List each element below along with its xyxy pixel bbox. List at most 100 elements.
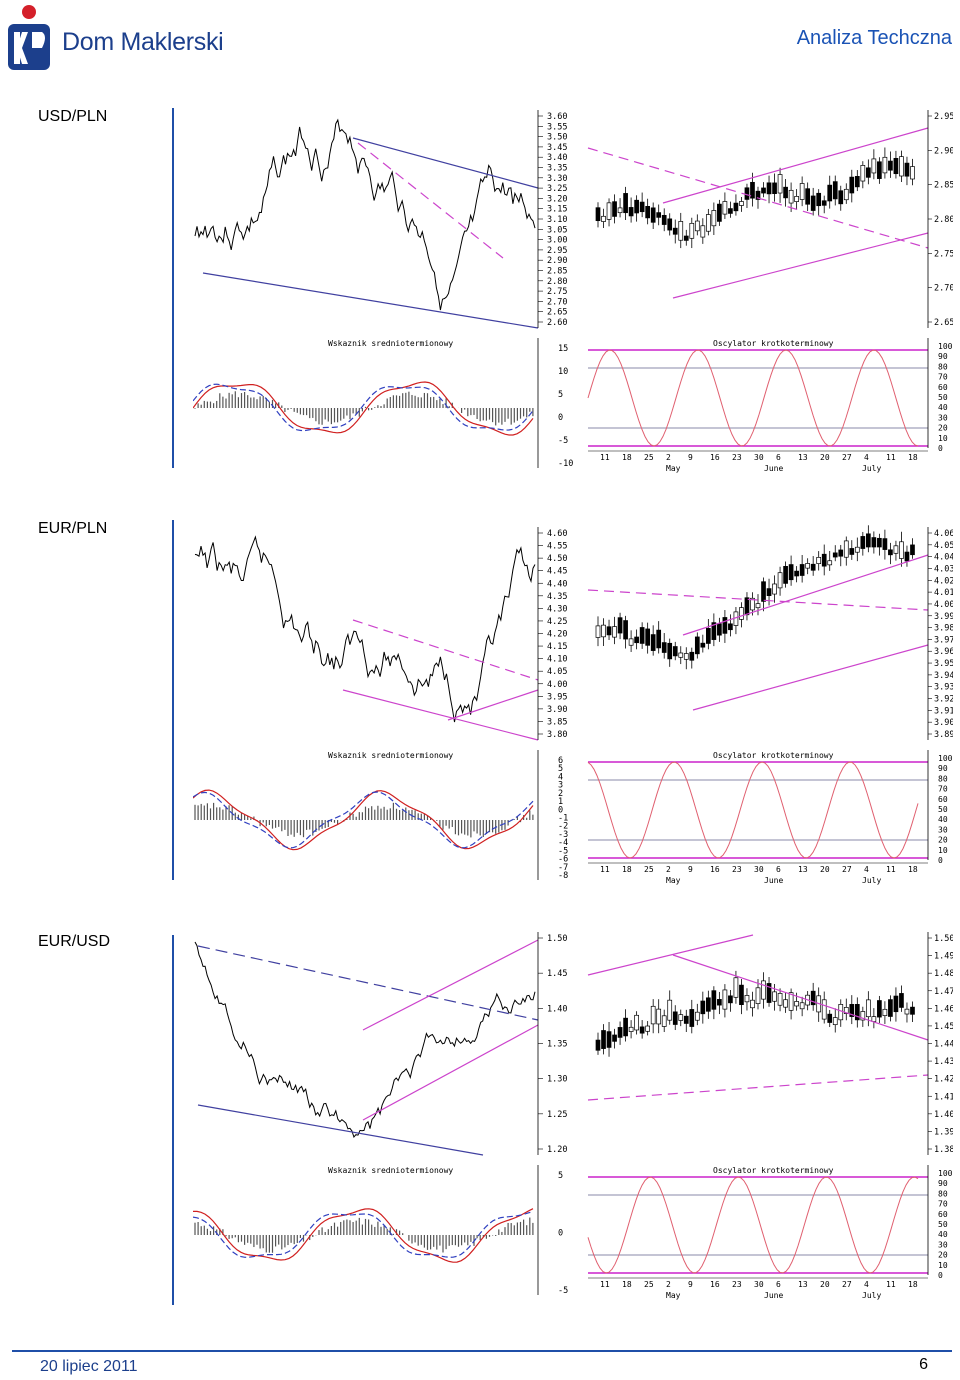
long-axis-label: 3.25 — [547, 184, 567, 194]
candle — [639, 201, 645, 213]
osc-axis-label: 20 — [938, 1251, 948, 1260]
candle — [772, 182, 777, 195]
candle — [761, 187, 766, 194]
osc-axis-label: 40 — [938, 815, 948, 824]
candle — [623, 193, 628, 214]
month-label: May — [666, 464, 681, 473]
short-axis-label: 1.44 — [934, 1040, 953, 1050]
candle — [821, 200, 827, 206]
candle — [744, 187, 750, 200]
candle — [910, 1006, 915, 1015]
short-axis-label: 2.75 — [934, 249, 953, 259]
date-tick-label: 27 — [842, 453, 852, 462]
candle — [772, 991, 777, 1002]
candle — [711, 622, 717, 640]
osc-axis-label: 100 — [938, 754, 953, 763]
long-axis-label: 4.60 — [547, 529, 567, 539]
candle — [805, 188, 811, 205]
macd-line — [192, 789, 534, 851]
trend-line — [352, 619, 539, 681]
section-divider — [172, 108, 174, 468]
candle — [838, 190, 844, 205]
candle — [843, 1007, 849, 1014]
candle — [617, 207, 623, 214]
oscillator-line — [587, 761, 919, 859]
macd-axis-label: 6 — [558, 756, 563, 766]
candle — [728, 623, 733, 631]
short-axis-label: 4.06 — [934, 529, 953, 539]
osc-axis-label: 90 — [938, 764, 948, 773]
osc-axis-label: 10 — [938, 846, 948, 855]
candle — [700, 225, 706, 238]
candle — [821, 999, 827, 1020]
date-tick-label: 11 — [600, 453, 610, 462]
short-axis-label: 2.85 — [934, 181, 953, 191]
long-axis-label: 3.00 — [547, 236, 567, 246]
date-tick-label: 16 — [710, 453, 720, 462]
macd-axis-label: -5 — [558, 436, 568, 446]
date-tick-label: 2 — [666, 1280, 671, 1289]
osc-axis-label: 80 — [938, 774, 948, 783]
candle — [705, 997, 711, 1012]
long-axis-label: 1.25 — [547, 1110, 567, 1120]
trend-line — [342, 689, 539, 741]
osc-axis-label: 10 — [938, 1261, 948, 1270]
candle — [888, 160, 893, 171]
macd-axis-label: 15 — [558, 344, 568, 354]
macd-axis-label: 0 — [558, 413, 563, 423]
date-tick-label: 11 — [886, 453, 896, 462]
date-tick-label: 6 — [776, 865, 781, 874]
candle — [661, 642, 667, 653]
candle — [672, 1011, 678, 1025]
short-axis-label: 1.39 — [934, 1127, 953, 1137]
oscillator-title: Oscylator krotkoterminowy — [713, 751, 834, 760]
date-tick-label: 18 — [622, 1280, 632, 1289]
candle — [661, 214, 667, 225]
osc-axis-label: 100 — [938, 1169, 953, 1178]
candle — [899, 541, 904, 559]
macd-axis-label: -1 — [558, 814, 568, 824]
candle — [689, 651, 695, 661]
candle — [661, 1015, 667, 1027]
date-tick-label: 23 — [732, 1280, 742, 1289]
candle — [639, 1026, 645, 1034]
macd-axis-label: -10 — [558, 459, 573, 469]
oscillator-title: Oscylator krotkoterminowy — [713, 1166, 834, 1175]
candle — [717, 623, 722, 636]
oscillator-line — [587, 349, 919, 447]
page-number: 6 — [919, 1356, 928, 1373]
candle — [810, 195, 816, 211]
macd-line — [192, 791, 534, 849]
short-axis-label: 3.90 — [934, 718, 953, 728]
candle — [694, 1011, 700, 1021]
date-tick-label: 18 — [908, 453, 918, 462]
candle — [678, 221, 684, 241]
candle — [739, 607, 744, 620]
osc-axis-label: 50 — [938, 1220, 948, 1229]
trend-line — [587, 1074, 929, 1101]
long-axis-label: 1.30 — [547, 1075, 567, 1085]
macd-line — [193, 1208, 534, 1263]
candle — [772, 583, 777, 595]
chart-panel-eurusd: 1.50 1.45 1.40 1.35 1.30 1.25 1.20 1.50 1.49 1.48… — [192, 930, 954, 1307]
candle — [827, 184, 833, 202]
long-axis-label: 2.90 — [547, 256, 567, 266]
candle — [606, 626, 612, 636]
candle — [717, 999, 722, 1006]
osc-axis-label: 30 — [938, 413, 948, 422]
date-tick-label: 23 — [732, 453, 742, 462]
candle — [854, 176, 860, 188]
candle — [617, 1027, 623, 1038]
short-axis-label: 3.99 — [934, 612, 953, 622]
date-tick-label: 11 — [600, 1280, 610, 1289]
candle — [904, 162, 910, 177]
short-axis-label: 3.92 — [934, 695, 953, 705]
long-axis-label: 3.60 — [547, 112, 567, 122]
date-tick-label: 6 — [776, 453, 781, 462]
macd-axis-label: 5 — [558, 390, 563, 400]
candle — [761, 980, 766, 1000]
date-tick-label: 4 — [864, 865, 869, 874]
candle — [755, 603, 761, 609]
long-axis-label: 3.55 — [547, 122, 567, 132]
pair-label-eurusd: EUR/USD — [38, 933, 111, 950]
